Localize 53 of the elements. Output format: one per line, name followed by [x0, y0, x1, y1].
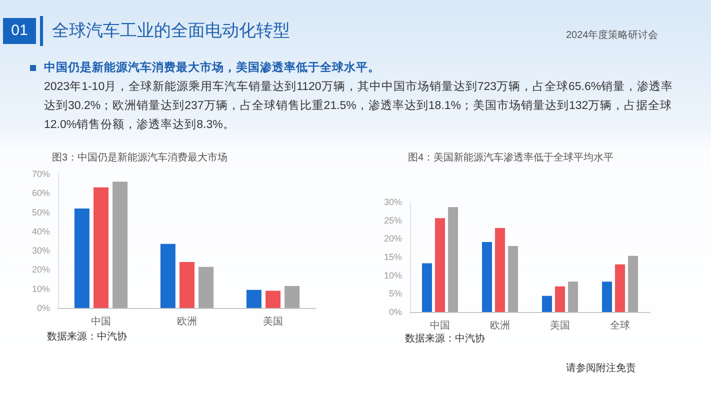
chart-title: 图3：中国仍是新能源汽车消费最大市场: [52, 152, 228, 164]
x-tick-label: 美国: [263, 316, 283, 328]
bar: [284, 286, 300, 308]
y-tick-label: 30%: [32, 246, 50, 256]
y-tick-label: 25%: [384, 215, 402, 226]
chart-title: 图4：美国新能源汽车渗透率低于全球平均水平: [408, 152, 614, 164]
y-tick-label: 0%: [388, 307, 402, 317]
y-tick-label: 15%: [384, 252, 402, 262]
bar: [266, 290, 280, 308]
source-note: 数据来源：中汽协: [47, 330, 127, 342]
x-tick-label: 美国: [550, 320, 570, 332]
bar: [198, 266, 214, 308]
text: 2024年度策略研讨会: [566, 28, 658, 42]
y-tick-label: 20%: [32, 264, 50, 275]
bar: [495, 228, 505, 312]
bar: [568, 282, 578, 312]
bar: [615, 264, 625, 312]
text: 2023年1-10月，全球新能源乘用车汽车销量达到1120万辆，其中中国市场销量达到723万辆，占全球65.6%销量，渗透率达到30.2%；欧洲销量达到237万辆，占全球销售比重21.5%，渗透率达到18.1%；美国市场销量达到132万辆，占据全球12.0%销售份额，渗透率达到8.3%。: [44, 79, 674, 133]
source-note: 数据来源：中汽协: [405, 332, 485, 344]
bar: [112, 182, 128, 308]
x-tick-label: 欧洲: [490, 320, 510, 332]
bar: [435, 218, 445, 312]
x-tick-label: 欧洲: [177, 316, 197, 328]
bar: [482, 242, 492, 312]
bar: [542, 296, 552, 312]
bar: [602, 282, 612, 312]
text: 中国仍是新能源汽车消费最大市场，美国渗透率低于全球水平。: [44, 60, 380, 76]
bar: [448, 207, 458, 312]
bar: [94, 187, 108, 308]
bar: [422, 263, 432, 312]
bar: [180, 262, 194, 308]
y-tick-label: 40%: [32, 226, 50, 236]
text: 01: [3, 18, 36, 44]
y-tick-label: 0%: [36, 303, 50, 313]
bar: [555, 286, 565, 312]
x-tick-label: 全球: [610, 320, 630, 332]
bar: [508, 246, 518, 312]
x-tick-label: 中国: [430, 320, 450, 332]
bar: [74, 208, 90, 308]
y-tick-label: 10%: [32, 284, 50, 294]
text: 请参阅附注免责: [566, 362, 636, 375]
bar: [246, 290, 262, 308]
y-tick-label: 50%: [32, 207, 50, 218]
text: 全球汽车工业的全面电动化转型: [40, 16, 290, 46]
y-tick-label: 70%: [32, 169, 50, 179]
y-tick-label: 20%: [384, 234, 402, 244]
bar: [160, 244, 176, 308]
y-tick-label: 5%: [388, 288, 402, 299]
y-tick-label: 30%: [384, 197, 402, 207]
y-tick-label: 10%: [384, 270, 402, 280]
y-tick-label: 60%: [32, 188, 50, 198]
x-tick-label: 中国: [91, 316, 111, 328]
bar: [628, 256, 638, 312]
